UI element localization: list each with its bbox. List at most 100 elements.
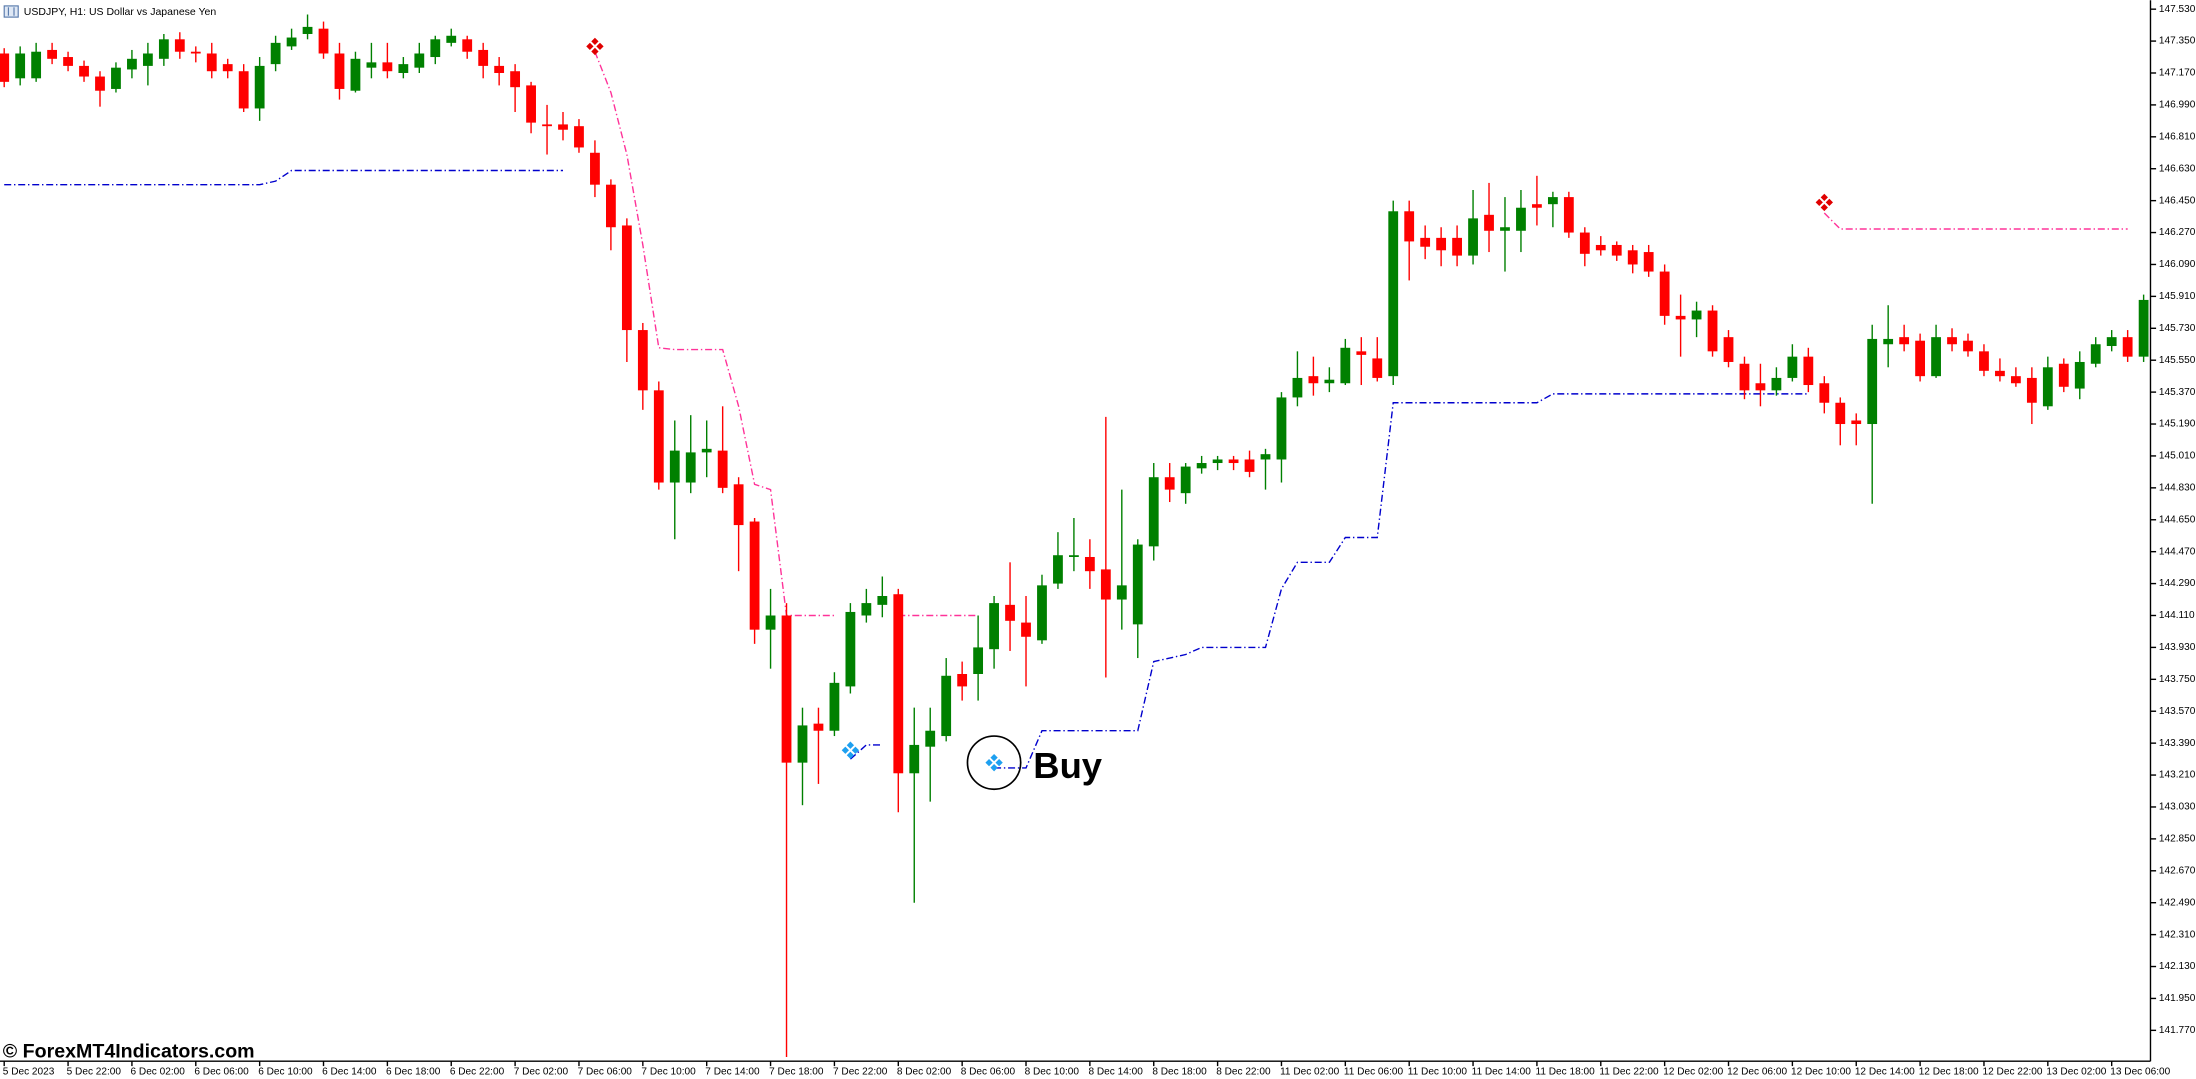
y-tick-label: 147.170	[2159, 68, 2196, 79]
candle	[2074, 351, 2085, 400]
candle-body	[1627, 250, 1638, 265]
candle-body	[590, 152, 600, 185]
candle	[733, 477, 744, 572]
candle	[270, 35, 281, 72]
indicator-line	[994, 393, 1809, 769]
candle	[1340, 338, 1351, 386]
candle	[1388, 200, 1399, 386]
candle-body	[877, 595, 888, 605]
x-tick-label: 11 Dec 02:00	[1280, 1066, 1340, 1077]
x-tick-label: 6 Dec 14:00	[322, 1066, 377, 1077]
candle	[1979, 344, 1989, 377]
candle-body	[1468, 218, 1478, 256]
candle	[925, 707, 936, 802]
candle	[1484, 182, 1494, 253]
y-tick-label: 142.670	[2159, 865, 2196, 876]
candle-body	[1053, 555, 1063, 584]
candle-body	[1803, 356, 1814, 386]
candle-body	[79, 65, 89, 77]
candle-body	[1116, 585, 1127, 600]
x-tick-label: 12 Dec 10:00	[1791, 1066, 1851, 1077]
y-tick-label: 146.270	[2159, 227, 2196, 238]
y-tick-label: 145.550	[2159, 355, 2196, 366]
candle	[1053, 532, 1063, 589]
candle	[1915, 333, 1926, 382]
candle	[127, 49, 137, 79]
candle	[2122, 330, 2133, 362]
x-tick-label: 7 Dec 14:00	[705, 1066, 760, 1077]
candle	[1212, 455, 1223, 471]
candle	[2106, 330, 2117, 352]
candle	[893, 588, 904, 813]
x-tick-label: 11 Dec 06:00	[1344, 1066, 1404, 1077]
candle	[1579, 227, 1590, 267]
candle	[478, 42, 489, 79]
candle-body	[653, 390, 664, 483]
candle	[2026, 367, 2037, 425]
signal-marker	[841, 741, 860, 759]
candle-body	[925, 730, 936, 747]
candle-body	[957, 674, 968, 687]
candle-body	[781, 615, 792, 763]
candle-body	[366, 62, 377, 68]
candle-body	[1563, 197, 1574, 233]
y-tick-label: 145.370	[2159, 387, 2196, 398]
candle	[1372, 337, 1383, 382]
x-tick-label: 8 Dec 06:00	[961, 1066, 1016, 1077]
x-tick-label: 12 Dec 14:00	[1855, 1066, 1915, 1077]
candle	[1468, 190, 1478, 265]
y-tick-label: 142.130	[2159, 961, 2196, 972]
candle-body	[1723, 337, 1734, 362]
candle	[1292, 351, 1303, 407]
candle	[1436, 227, 1447, 267]
candle	[1819, 376, 1830, 414]
candle	[685, 415, 696, 494]
candle	[2090, 337, 2101, 368]
candle-body	[318, 28, 329, 54]
candle-body	[206, 53, 217, 72]
y-tick-label: 144.470	[2159, 546, 2196, 557]
candle-body	[1771, 377, 1782, 391]
candle	[1787, 344, 1798, 382]
candle	[1707, 305, 1718, 357]
candle	[909, 707, 920, 903]
y-tick-label: 144.650	[2159, 514, 2196, 525]
x-tick-label: 7 Dec 22:00	[833, 1066, 888, 1077]
candle	[1069, 517, 1079, 572]
candle-body	[1835, 402, 1846, 425]
candle-body	[494, 65, 505, 73]
candle-body	[845, 611, 856, 687]
candle-body	[1228, 459, 1239, 464]
candle	[877, 576, 888, 618]
x-tick-label: 8 Dec 18:00	[1152, 1066, 1207, 1077]
x-tick-label: 8 Dec 14:00	[1088, 1066, 1143, 1077]
candle-body	[63, 57, 73, 66]
candle-body	[1532, 204, 1542, 208]
candle-body	[1276, 397, 1287, 460]
candle-body	[1164, 477, 1175, 490]
candle	[1691, 301, 1702, 338]
candle	[1659, 264, 1670, 325]
chart-title: USDJPY, H1: US Dollar vs Japanese Yen	[24, 6, 217, 18]
candle	[174, 32, 185, 59]
candle-body	[1755, 383, 1766, 391]
candle-body	[2122, 337, 2133, 357]
candle	[1356, 337, 1367, 386]
x-tick-label: 8 Dec 02:00	[897, 1066, 952, 1077]
candle	[526, 81, 536, 134]
candle-body	[2106, 337, 2117, 347]
candle	[254, 57, 265, 121]
candle-body	[989, 603, 999, 650]
y-tick-label: 145.190	[2159, 419, 2196, 430]
x-tick-label: 13 Dec 06:00	[2110, 1066, 2170, 1077]
candle	[1771, 367, 1782, 396]
candle	[462, 35, 473, 59]
candle	[941, 658, 952, 742]
candle	[2058, 358, 2069, 393]
candle	[142, 42, 153, 86]
candle	[1899, 324, 1910, 352]
candle-body	[2074, 361, 2085, 389]
candle-body	[142, 53, 153, 66]
candle	[621, 218, 632, 362]
candle-body	[1148, 477, 1159, 547]
